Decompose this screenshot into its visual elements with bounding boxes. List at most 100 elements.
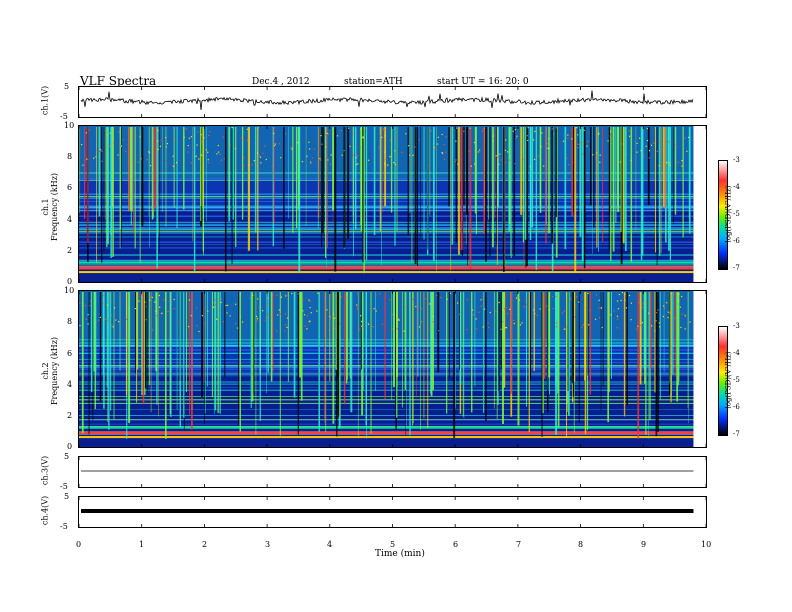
spec2-dot [684, 328, 686, 330]
spec1-dot [165, 136, 167, 139]
spec1-dot [362, 136, 364, 138]
spec1-dot [320, 135, 322, 137]
spec1-dot [348, 127, 350, 129]
colorbar-2-tick: -7 [733, 430, 740, 438]
spec1-dot [313, 148, 316, 150]
spec1-dot [628, 135, 631, 137]
spec1-dot [514, 128, 516, 131]
spec2-dot [161, 312, 163, 315]
spec1-dot [262, 152, 264, 154]
spec2-lf-band [79, 436, 694, 439]
spec2-dot [152, 329, 154, 331]
spec2-dot [303, 314, 306, 316]
spec2-dot [196, 325, 198, 327]
ch4-waveform-band [81, 509, 694, 513]
spec2-dot [284, 330, 286, 332]
spec2-dot [359, 315, 362, 317]
spec1-dot [526, 135, 529, 137]
spec1-dot [360, 128, 362, 130]
spec1-dot [330, 163, 332, 165]
spec1-dot [648, 149, 651, 152]
spec2-dot [482, 296, 484, 298]
spec2-dot [309, 320, 311, 322]
spec2-dot [329, 316, 331, 318]
spec1-lf-band [79, 266, 694, 270]
spec1-dot [389, 155, 391, 158]
spec2-dot [356, 304, 358, 306]
spec1-dot [321, 143, 323, 145]
spec1-dot [325, 146, 327, 148]
spec1-dot [577, 134, 579, 136]
spec2-dot [151, 296, 153, 299]
spec2-dot [317, 292, 319, 294]
spec2-dot [506, 307, 508, 309]
spec1-dot [327, 159, 329, 161]
spec2-dot [227, 304, 229, 306]
spec1-dot [592, 154, 594, 156]
spec2-dot [85, 318, 87, 320]
spec1-dot [463, 130, 465, 132]
spec2-dot [684, 314, 686, 317]
spec1-dot [106, 134, 108, 136]
spec2-dot [598, 299, 600, 301]
spec1-dot [260, 162, 262, 164]
spec1-dot [166, 142, 168, 145]
spec2-dot [681, 295, 683, 298]
spec1-dot [529, 165, 531, 168]
spec1-dot [120, 145, 123, 147]
spec2-dot [484, 308, 486, 310]
spec2-dot [509, 312, 512, 314]
spec1-dot [86, 158, 88, 160]
spec2-dot [502, 309, 504, 311]
spec1-dot [579, 141, 581, 144]
spec2-dot [446, 298, 448, 300]
spec2-dot [519, 324, 522, 326]
spec2-dot [144, 306, 146, 308]
spec2-dot [417, 307, 419, 309]
spec1-dot [309, 148, 311, 150]
spec1-dot [253, 159, 255, 162]
spec1-dot [95, 156, 97, 158]
spec1-dot [638, 137, 641, 139]
spec1-dot [549, 158, 551, 160]
spec1-dot [148, 152, 151, 154]
spec1-dot [301, 160, 304, 163]
spec2-dot [564, 328, 567, 330]
spec2-dot [628, 294, 631, 297]
spec2-dot [513, 322, 515, 325]
spec2-dot [258, 306, 260, 308]
spec2-dot [533, 309, 535, 311]
spec1-dot [548, 147, 550, 149]
spec2-dot [367, 322, 369, 324]
spec1-dot [479, 149, 481, 151]
spec1-dot [456, 127, 458, 129]
spec2-dot [648, 312, 650, 314]
spec2-dot [625, 307, 628, 309]
spec2-dot [630, 319, 632, 321]
spec2-dot [212, 306, 215, 308]
spec1-dot [353, 133, 355, 135]
colorbar-1-tick: -6 [733, 237, 740, 245]
spec2-dot [106, 304, 109, 306]
spec2-dot [429, 327, 431, 329]
spec2-dot [125, 318, 128, 321]
ch3-tick-bottom: -5 [60, 482, 68, 491]
spec2-dot [144, 301, 146, 303]
spec2-dot [89, 305, 91, 307]
spec1-dot [576, 127, 578, 129]
spec1-dot [394, 150, 396, 152]
spec1-dot [483, 128, 485, 130]
spec1-dot [540, 145, 542, 148]
spec2-dot [310, 312, 312, 314]
spec1-dot [242, 165, 245, 167]
spec1-dot [642, 155, 645, 157]
spec1-dot [407, 145, 410, 147]
spec2-dot [360, 320, 363, 323]
spec1-dot [393, 161, 395, 164]
spec2-dot [117, 321, 120, 323]
spec1-dot [636, 142, 638, 144]
spec1-dot [357, 155, 359, 157]
spec1-dot [108, 145, 110, 147]
spec1-dot [543, 165, 545, 167]
